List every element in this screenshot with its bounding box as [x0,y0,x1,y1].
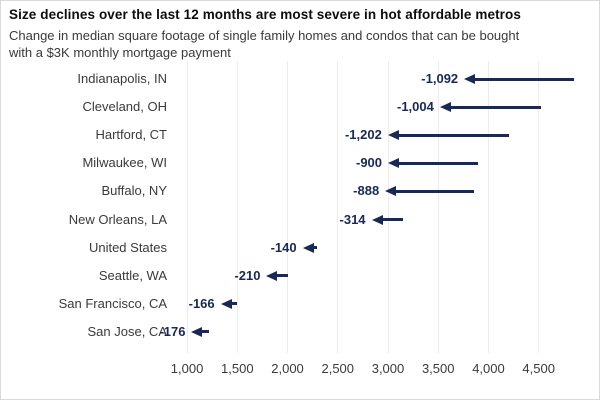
decline-arrow [371,214,404,226]
arrow-shaft [228,302,238,306]
x-tick-label: 1,500 [221,361,254,376]
change-value-label: -1,202 [344,127,382,143]
chart-title: Size declines over the last 12 months ar… [9,7,521,22]
arrow-head-icon [191,326,203,337]
arrow-head-icon [387,130,399,141]
arrow-head-icon [220,298,232,309]
arrow-shaft [396,161,479,165]
change-value-label: -140 [270,239,297,255]
x-tick-label: 4,000 [472,361,505,376]
x-tick-label: 2,500 [321,361,355,376]
arrow-head-icon [388,158,399,169]
decline-arrow [191,326,210,338]
arrow-head-icon [302,242,314,253]
arrow-head-icon [439,102,451,113]
gridline [287,61,289,353]
decline-arrow [439,101,541,113]
decline-arrow [385,185,475,197]
decline-arrow [266,270,288,282]
arrow-head-icon [371,214,383,225]
gridline [186,61,188,353]
gridline [437,61,439,353]
arrow-shaft [199,330,210,334]
decline-arrow [220,298,238,310]
city-label: Indianapolis, IN [77,71,167,86]
arrow-shaft [274,274,288,278]
change-value-label: -888 [353,183,380,199]
change-value-label: -176 [159,323,186,339]
arrow-shaft [447,105,541,109]
arrow-head-icon [385,186,397,197]
change-value-label: -166 [188,295,215,311]
gridline [538,61,540,353]
gridline [487,61,489,353]
gridline [337,61,339,353]
city-label: United States [88,239,167,255]
x-tick-label: 4,500 [522,361,555,376]
change-value-label: -210 [234,267,261,283]
city-label: Hartford, CT [95,127,167,143]
city-label: New Orleans, LA [68,211,167,227]
decline-arrow [464,73,574,85]
change-value-label: -900 [355,155,383,171]
decline-arrow [302,242,317,254]
city-label: Buffalo, NY [101,183,167,199]
x-tick-label: 1,000 [170,361,204,376]
x-tick-label: 2,000 [271,361,304,376]
change-value-label: -314 [339,211,366,227]
city-label: Milwaukee, WI [82,155,167,171]
arrow-head-icon [266,270,278,281]
city-label: San Jose, CA [87,323,168,339]
chart-subtitle-line-2: with a $3K monthly mortgage payment [9,45,231,60]
gridline [387,61,389,353]
city-label: Seattle, WA [98,267,167,283]
city-label: Cleveland, OH [82,99,167,115]
arrow-head-icon [464,74,476,84]
x-tick-label: 3,000 [371,361,405,376]
gridline [236,61,238,353]
arrow-shaft [379,218,404,221]
change-value-label: -1,004 [396,99,434,115]
chart-subtitle: Change in median square footage of singl… [9,27,519,61]
arrow-shaft [472,77,574,81]
arrow-shaft [310,246,317,250]
city-label: San Francisco, CA [58,295,167,311]
decline-arrow [388,157,479,169]
arrow-shaft [393,189,475,193]
change-value-label: -1,092 [421,71,459,86]
decline-arrow [387,129,509,141]
chart-subtitle-line-1: Change in median square footage of singl… [9,28,520,43]
arrow-shaft [395,133,509,137]
x-tick-label: 3,500 [421,361,455,376]
